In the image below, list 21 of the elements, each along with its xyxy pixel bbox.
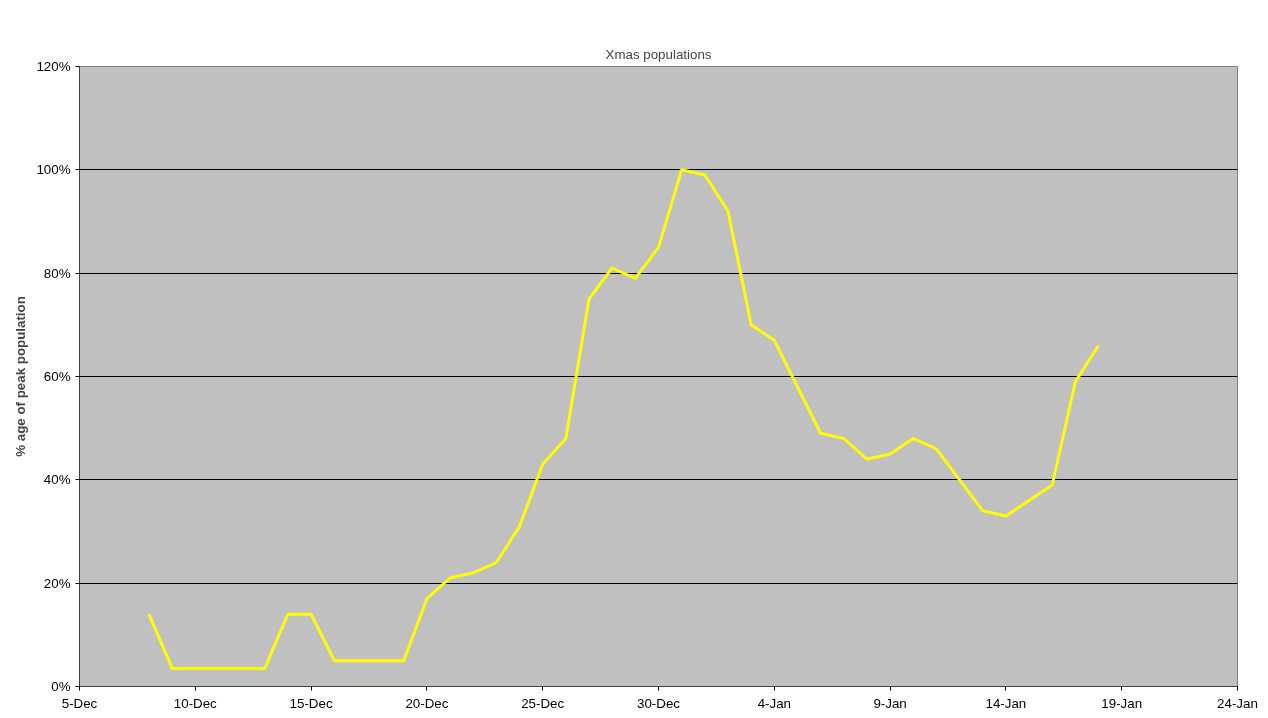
y-tick-label: 120% — [36, 59, 71, 74]
y-tick-label: 80% — [43, 265, 71, 281]
x-tick-label: 25-Dec — [521, 695, 565, 711]
x-tick-label: 19-Jan — [1101, 695, 1143, 711]
x-tick-label: 5-Dec — [61, 695, 98, 711]
x-tick-label: 24-Jan — [1217, 695, 1258, 711]
y-tick-label: 20% — [43, 575, 71, 591]
x-tick-label: 15-Dec — [289, 695, 333, 711]
line-series — [147, 168, 1101, 670]
y-tick-label: 100% — [36, 162, 71, 178]
x-tick-label: 14-Jan — [985, 695, 1027, 711]
x-tick-label: 9-Jan — [873, 695, 907, 711]
y-tick-label: 40% — [43, 472, 71, 488]
y-tick-label: 60% — [43, 369, 71, 384]
chart-title: Xmas populations — [605, 46, 712, 62]
x-tick-label: 20-Dec — [405, 695, 449, 711]
x-tick-label: 4-Jan — [757, 695, 791, 711]
x-tick-label: 10-Dec — [173, 695, 218, 711]
x-tick-label: 30-Dec — [637, 695, 681, 711]
y-axis-title: % age of peak population — [13, 296, 29, 457]
y-tick-label: 0% — [51, 679, 71, 694]
